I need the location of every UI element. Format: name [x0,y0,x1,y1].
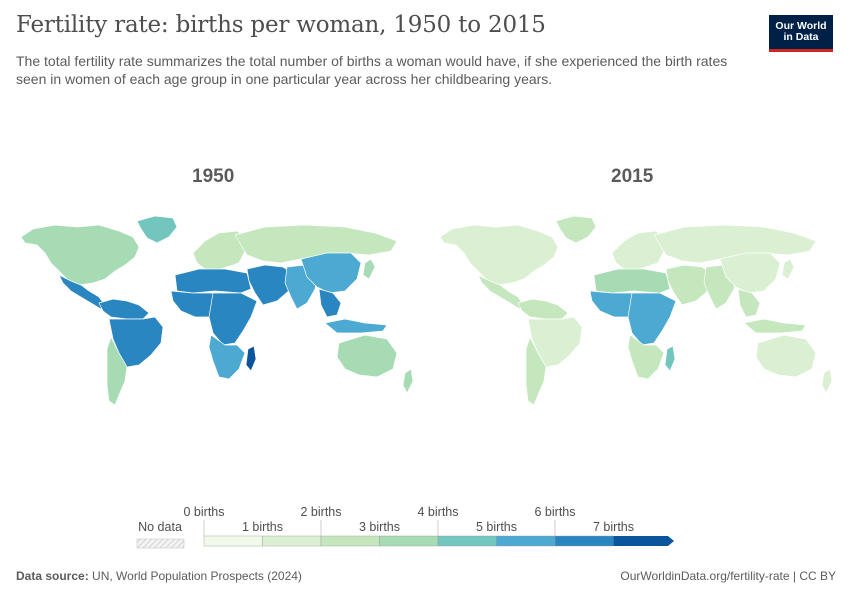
legend-no-data-label: No data [138,520,182,534]
logo-line-1: Our World [775,19,827,32]
legend-label-top-1: 2 births [301,505,342,519]
region-greenland-2015[interactable] [555,215,597,244]
region-southern-africa-2015[interactable] [627,334,665,380]
region-central-east-africa-1950[interactable] [208,292,258,346]
region-europe-1950[interactable] [192,230,248,272]
source-url-link[interactable]: OurWorldinData.org/fertility-rate | CC B… [620,569,836,583]
region-new-zealand-2015[interactable] [821,368,833,394]
region-madagascar-2015[interactable] [664,345,676,372]
legend-bin-3 [379,535,439,547]
region-southeast-asia-1950[interactable] [318,288,342,318]
legend-bin-1 [262,535,322,547]
chart-title: Fertility rate: births per woman, 1950 t… [16,12,546,38]
legend-no-data-swatch [136,538,185,549]
map-year-label-1950: 1950 [192,166,235,187]
region-new-zealand-1950[interactable] [402,368,414,394]
region-southern-africa-1950[interactable] [208,334,246,380]
region-china-2015[interactable] [719,252,781,294]
region-middle-east-1950[interactable] [246,264,296,306]
legend-bin-0 [203,535,263,547]
region-japan-1950[interactable] [362,258,376,280]
region-north-america-2015[interactable] [439,224,559,286]
legend-label-bottom-2: 5 births [476,520,517,534]
world-map-2015[interactable] [434,205,839,410]
data-source: Data source: UN, World Population Prospe… [16,569,302,583]
legend-bin-4 [437,535,497,547]
data-source-text: UN, World Population Prospects (2024) [92,569,302,583]
map-year-label-2015: 2015 [611,166,654,187]
legend-label-top-2: 4 births [418,505,459,519]
region-greenland-1950[interactable] [136,215,178,244]
region-middle-east-2015[interactable] [665,264,715,306]
color-legend: No data 0 births 2 births 4 births 6 births… [136,505,674,549]
region-australia-2015[interactable] [755,334,817,378]
region-north-america-1950[interactable] [20,224,140,286]
region-south-america-north-2015[interactable] [517,298,569,320]
legend-label-bottom-0: 1 births [242,520,283,534]
legend-bin-7 [613,536,674,546]
region-central-east-africa-2015[interactable] [627,292,677,346]
region-europe-2015[interactable] [611,230,667,272]
region-indonesia-2015[interactable] [743,318,807,334]
region-north-africa-2015[interactable] [593,268,671,294]
region-indonesia-1950[interactable] [324,318,388,334]
region-madagascar-1950[interactable] [245,345,257,372]
owid-logo[interactable]: Our World in Data [769,15,833,52]
world-map-1950[interactable] [15,205,420,410]
legend-label-top-3: 6 births [535,505,576,519]
region-australia-1950[interactable] [336,334,398,378]
legend-label-top-0: 0 births [184,505,225,519]
region-north-africa-1950[interactable] [174,268,252,294]
region-southern-cone-1950[interactable] [106,336,128,406]
legend-bin-5 [496,535,556,547]
region-southern-cone-2015[interactable] [525,336,547,406]
region-china-1950[interactable] [300,252,362,294]
data-source-label: Data source: [16,569,89,583]
region-russia-central-asia-1950[interactable] [234,224,398,264]
region-southeast-asia-2015[interactable] [737,288,761,318]
region-japan-2015[interactable] [781,258,795,280]
legend-label-bottom-1: 3 births [359,520,400,534]
region-south-america-north-1950[interactable] [98,298,150,320]
logo-line-2: in Data [783,31,819,43]
region-russia-central-asia-2015[interactable] [653,224,817,264]
legend-bin-6 [554,535,614,547]
legend-bin-2 [320,535,380,547]
chart-subtitle: The total fertility rate summarizes the … [16,53,728,87]
legend-label-bottom-3: 7 births [593,520,634,534]
